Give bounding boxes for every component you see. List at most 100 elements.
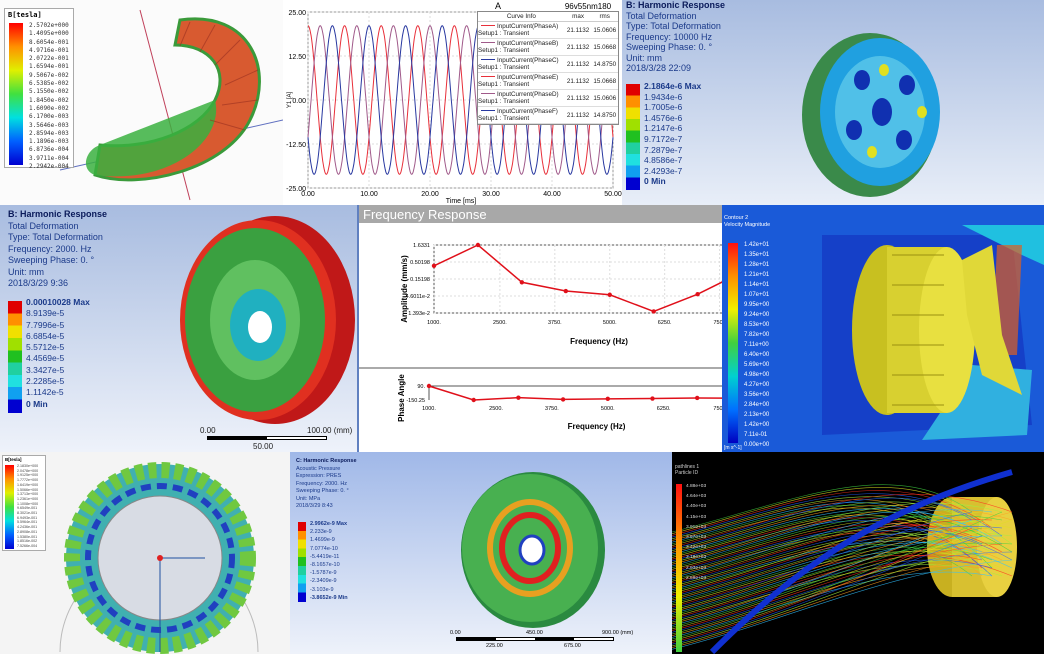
y-tick-label: 1.6331 (413, 243, 430, 249)
x-tick-label: 0.00 (301, 191, 315, 198)
legend-value: 5.5712e-5 (26, 342, 65, 353)
pathline (672, 543, 1003, 631)
series-rms: 15.0668 (593, 77, 617, 85)
legend-row[interactable]: InputCurrent(PhaseB) Setup1 : Transient 21… (478, 39, 618, 56)
legend-box: B[tesla] 2.5702e+000 1.4095e+000 8.6054e-0… (4, 8, 74, 171)
legend-value: 2.1830e+000 (17, 464, 39, 468)
legend-value: 3.42e+03 (686, 545, 707, 551)
legend-value: 7.7996e-5 (26, 319, 65, 330)
legend-value: 1.9434e-6 (644, 91, 683, 102)
series-rms: 14.8750 (593, 60, 617, 68)
info-line: Frequency: 10000 Hz (626, 31, 713, 42)
series-setup: Setup1 : Transient (478, 47, 530, 54)
panel-velocity-contour: Contour 2 Velocity Magnitude 1.42e+01 1.3… (722, 205, 1044, 452)
legend-value: 1.5066e+000 (17, 487, 39, 492)
legend-row[interactable]: InputCurrent(PhaseD) Setup1 : Transient 21… (478, 90, 618, 107)
y-axis-label: Phase Angle (397, 374, 406, 422)
scale-bar (456, 637, 614, 641)
legend-value: 9.7172e-7 (644, 133, 683, 144)
legend-value: 4.2436e-001 (17, 525, 38, 530)
legend-value: 1.4576e-6 (644, 112, 683, 123)
legend-row[interactable]: InputCurrent(PhaseC) Setup1 : Transient 21… (478, 56, 618, 73)
legend-value: 1.21e+01 (744, 272, 770, 278)
info-line: Type: Total Deformation (626, 21, 721, 31)
x-tick-label: 1000. (422, 406, 436, 412)
contour-title: Contour 2 (724, 215, 749, 221)
series-swatch (481, 24, 495, 26)
legend-value: 1.14e+01 (744, 282, 770, 288)
legend-value: 9.95e+00 (744, 302, 770, 308)
info-line: Acoustic Pressure (296, 465, 341, 472)
info-line: Sweeping Phase: 0. ° (296, 488, 349, 494)
series-max: 21.1132 (566, 43, 590, 51)
legend-value: 2.9962e-9 Max (310, 521, 347, 527)
series-rms: 15.0606 (593, 94, 617, 102)
legend-value: 0.00e+00 (744, 442, 770, 448)
x-tick-label: 10.00 (360, 191, 378, 198)
panel-stator-ring: B[tesla] 2.1830e+000 2.0478e+000 1.9125e+0… (0, 452, 290, 654)
pathline (672, 520, 1013, 582)
legend-value: 1.7005e-6 (644, 102, 683, 113)
legend-value: 7.11e-01 (744, 432, 768, 438)
legend-value: 7.0774e-10 (310, 545, 338, 552)
legend-title: B[tesla] (5, 457, 22, 462)
legend-value: 6.9493e-001 (17, 515, 38, 520)
panel-acoustic-pressure: C: Harmonic Response Acoustic Pressure Ex… (290, 452, 672, 654)
color-scale (728, 243, 738, 443)
legend-value: 1.6594e-001 (29, 63, 69, 71)
legend-value: -3.103e-9 (310, 586, 334, 593)
legend-value: 5.1550e-002 (29, 88, 69, 96)
panel-input-current-chart: 0.00 10.00 20.00 30.00 40.00 50.00 25.00 12.50 0… (283, 0, 622, 205)
pathline (672, 493, 1013, 548)
series-name: InputCurrent(PhaseD) (497, 90, 559, 98)
amplitude-point (651, 309, 656, 314)
frequency-response-chart: 1.6331 0.50198 0.15198 4.6011e-2 1.393e-2 100… (359, 242, 722, 431)
pathline (672, 501, 983, 551)
legend-values: 2.5702e+000 1.4095e+000 8.6054e-001 4.9716e… (29, 22, 69, 171)
legend-value: 8.9139e-5 (26, 308, 65, 319)
legend-value: 3.56e+00 (744, 392, 770, 398)
legend-value: 4.88e+03 (686, 484, 707, 489)
magnet-assembly-render (59, 9, 283, 201)
y-tick-label: 0.00 (292, 98, 306, 105)
pathline (672, 535, 983, 645)
legend-value: 3.5646e-003 (29, 121, 69, 129)
legend-values: 4.88e+03 4.64e+03 4.40e+03 4.15e+03 3.91e+03… (686, 482, 706, 584)
info-line: Expression: PRES (296, 473, 342, 479)
disc-pressure-render (461, 472, 605, 628)
legend-row[interactable]: InputCurrent(PhaseE) Setup1 : Transient 21… (478, 73, 618, 90)
y-tick-label: -25.00 (286, 186, 306, 193)
legend-value: 6.1700e-003 (29, 113, 69, 121)
x-tick-label: 5000. (603, 320, 617, 326)
pathline (672, 543, 993, 647)
scale-right: 900.00 (mm) (602, 630, 634, 636)
legend-values: 2.9962e-9 Max 2.233e-9 1.4699e-9 7.0774e-10… (310, 520, 348, 602)
y-tick-label: 25.00 (288, 10, 306, 17)
pathline (672, 490, 993, 536)
legend-row[interactable]: InputCurrent(PhaseF) Setup1 : Transient 21… (478, 107, 618, 124)
x-tick-label: 2500. (489, 406, 503, 412)
series-swatch (481, 92, 495, 94)
panel-particle-pathlines: pathlines 1 Particle ID 4.88e+03 4.64e+03… (672, 452, 1044, 654)
curve-info-legend[interactable]: Curve Info max rms InputCurrent(PhaseA) S… (477, 11, 619, 125)
pathline (672, 497, 973, 550)
pathline (672, 520, 993, 577)
pathline (672, 559, 1013, 650)
legend-value: 7.11e+00 (744, 342, 769, 348)
series-max: 21.1132 (566, 111, 590, 119)
pathline (672, 571, 993, 638)
pathline (672, 507, 1013, 565)
series-name: InputCurrent(PhaseE) (497, 73, 559, 81)
amplitude-point (607, 292, 612, 297)
legend-value: 3.67e+03 (686, 535, 707, 541)
legend-value: 1.28e+01 (744, 262, 770, 268)
panel-frequency-response: Frequency Response 1.6331 0.50198 0.15198 4… (357, 205, 722, 452)
scale-left: 0.00 (200, 426, 216, 435)
legend-row[interactable]: InputCurrent(PhaseA) Setup1 : Transient 21… (478, 22, 618, 39)
phase-point (516, 395, 521, 400)
legend-value: 1.4095e+000 (29, 30, 69, 38)
pathline (672, 519, 993, 570)
result-title: B: Harmonic Response (626, 0, 726, 10)
pathline (672, 515, 983, 568)
legend-value: 1.4699e-9 (310, 537, 335, 544)
